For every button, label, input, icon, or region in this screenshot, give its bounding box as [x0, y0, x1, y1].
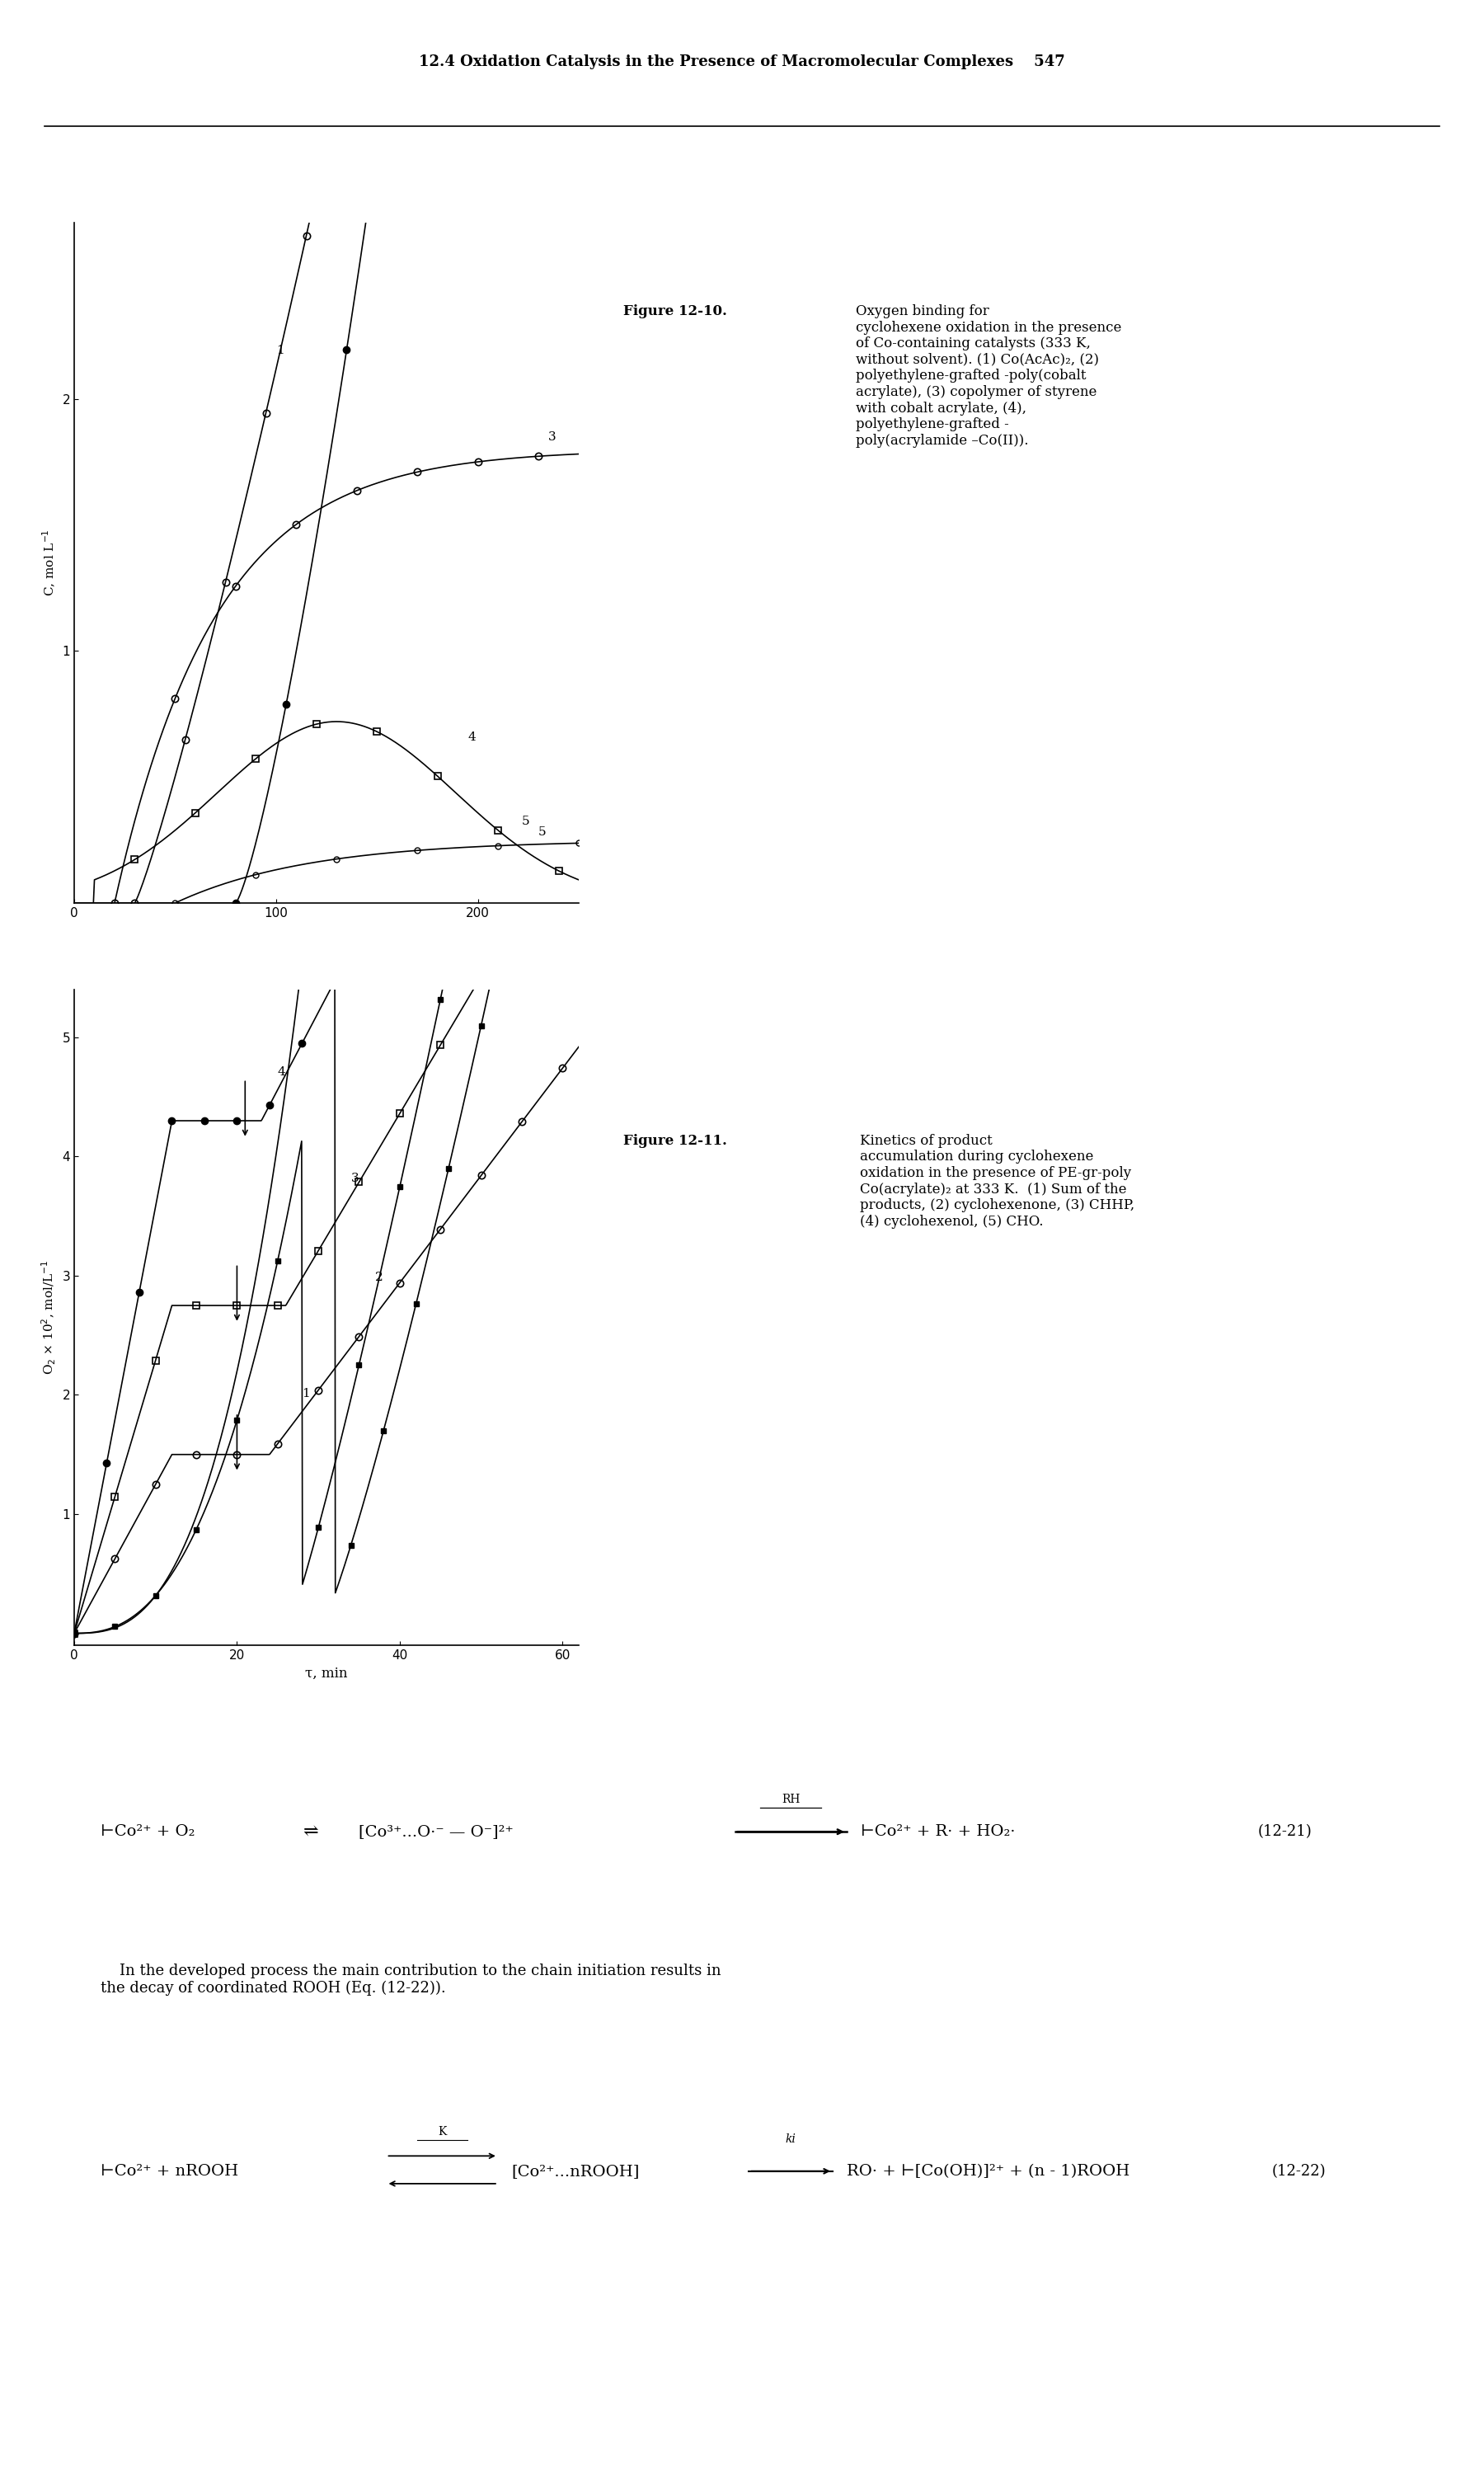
- Text: RO· + ⊢[Co(OH)]²⁺ + (n - 1)ROOH: RO· + ⊢[Co(OH)]²⁺ + (n - 1)ROOH: [846, 2165, 1129, 2180]
- Text: [Co²⁺...nROOH]: [Co²⁺...nROOH]: [512, 2165, 640, 2180]
- Text: 4: 4: [278, 1066, 286, 1079]
- Text: Kinetics of product
accumulation during cyclohexene
oxidation in the presence of: Kinetics of product accumulation during …: [861, 1133, 1135, 1230]
- Text: ⊢Co²⁺ + R· + HO₂·: ⊢Co²⁺ + R· + HO₂·: [861, 1823, 1015, 1838]
- Text: (12-22): (12-22): [1272, 2165, 1327, 2180]
- Text: ki: ki: [785, 2133, 795, 2145]
- X-axis label: τ, min: τ, min: [306, 1665, 347, 1680]
- Text: 5: 5: [539, 826, 546, 839]
- Text: [Co³⁺...O·⁻ — O⁻]²⁺: [Co³⁺...O·⁻ — O⁻]²⁺: [359, 1823, 513, 1838]
- Text: RH: RH: [782, 1794, 800, 1806]
- Text: Figure 12-11.: Figure 12-11.: [623, 1133, 727, 1148]
- Text: 4: 4: [467, 732, 476, 742]
- Text: ⊢Co²⁺ + O₂: ⊢Co²⁺ + O₂: [101, 1823, 194, 1838]
- Text: Figure 12-10.: Figure 12-10.: [623, 304, 727, 319]
- Text: ⊢Co²⁺ + nROOH: ⊢Co²⁺ + nROOH: [101, 2165, 237, 2180]
- Y-axis label: O$_2$ × 10$^2$, mol/L$^{-1}$: O$_2$ × 10$^2$, mol/L$^{-1}$: [40, 1259, 58, 1376]
- Text: (12-21): (12-21): [1258, 1823, 1312, 1838]
- Text: In the developed process the main contribution to the chain initiation results i: In the developed process the main contri…: [101, 1964, 721, 1997]
- Text: 1: 1: [276, 344, 283, 356]
- Text: 2: 2: [375, 1272, 383, 1284]
- Text: 1: 1: [303, 1388, 310, 1400]
- Text: 5: 5: [522, 816, 530, 826]
- Y-axis label: C, mol L$^{-1}$: C, mol L$^{-1}$: [42, 529, 58, 596]
- Text: K: K: [438, 2125, 447, 2138]
- Text: 3: 3: [549, 430, 556, 443]
- Text: Oxygen binding for
cyclohexene oxidation in the presence
of Co-containing cataly: Oxygen binding for cyclohexene oxidation…: [856, 304, 1122, 448]
- Text: 12.4 Oxidation Catalysis in the Presence of Macromolecular Complexes    547: 12.4 Oxidation Catalysis in the Presence…: [418, 54, 1066, 69]
- Text: 3: 3: [350, 1173, 359, 1185]
- Text: ⇌: ⇌: [303, 1823, 318, 1841]
